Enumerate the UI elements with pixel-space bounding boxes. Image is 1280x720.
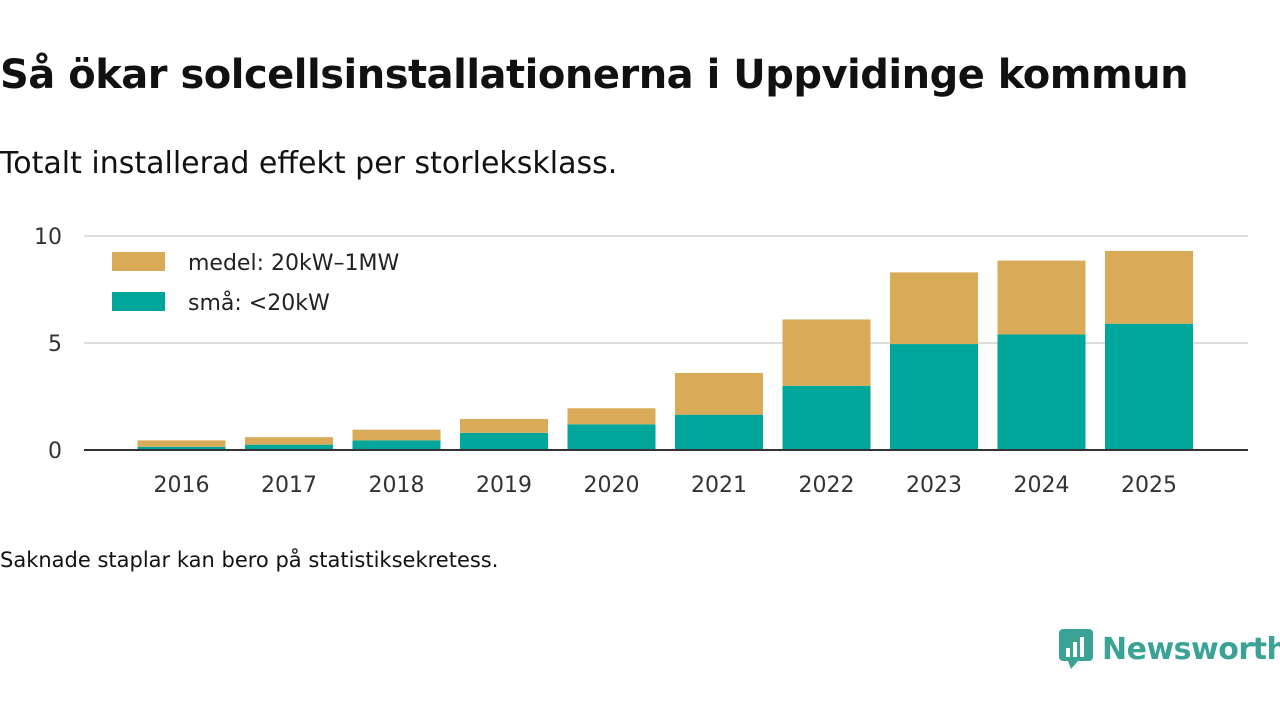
stacked-bar-chart: 0 5 10 2016 2017 2018 2019 2020 2021 2022 2023 2024… [34,225,1248,498]
x-tick-label: 2018 [369,473,425,498]
newsworthy-icon [1059,629,1093,669]
bar-segment [782,385,871,450]
x-tick-label: 2024 [1014,473,1070,498]
bar-segment [245,437,333,445]
x-tick-label: 2021 [691,473,747,498]
legend-label: medel: 20kW–1MW [188,251,399,276]
bar-segment [460,418,548,433]
legend-label: små: <20kW [188,290,330,316]
legend-swatch [112,292,165,311]
chart-subtitle: Totalt installerad effekt per storlekskl… [0,146,618,181]
bar-segment [997,334,1086,450]
bar-segment [782,319,871,386]
bar-segment [137,440,226,447]
bar-segment [675,372,763,415]
bar-segment [675,414,763,450]
newsworthy-logo: Newsworthy [1058,628,1280,670]
footnote: Saknade staplar kan bero på statistiksek… [0,548,499,572]
x-tick-label: 2020 [584,473,640,498]
bar-segment [352,429,441,441]
legend-swatch [112,252,165,271]
y-tick-label: 5 [48,332,62,357]
bar-segment [567,408,656,425]
bar-segment [567,424,656,450]
y-tick-label: 10 [34,225,62,250]
x-tick-label: 2022 [799,473,855,498]
x-tick-label: 2019 [476,473,532,498]
brand-name: Newsworthy [1102,631,1280,667]
y-tick-label: 0 [48,439,62,464]
bar-segment [890,272,978,345]
x-tick-label: 2017 [261,473,317,498]
chart-title: Så ökar solcellsinstallationerna i Uppvi… [0,52,1189,98]
x-tick-label: 2016 [154,473,210,498]
bar-segment [997,260,1086,335]
bar-segment [1105,323,1193,450]
x-tick-label: 2025 [1121,473,1177,498]
bar-segment [890,344,978,450]
bar-segment [137,446,226,450]
bar-segment [1105,250,1193,324]
x-tick-label: 2023 [906,473,962,498]
bar-segment [460,432,548,450]
bar-segment [352,440,441,450]
bar-segment [245,444,333,450]
